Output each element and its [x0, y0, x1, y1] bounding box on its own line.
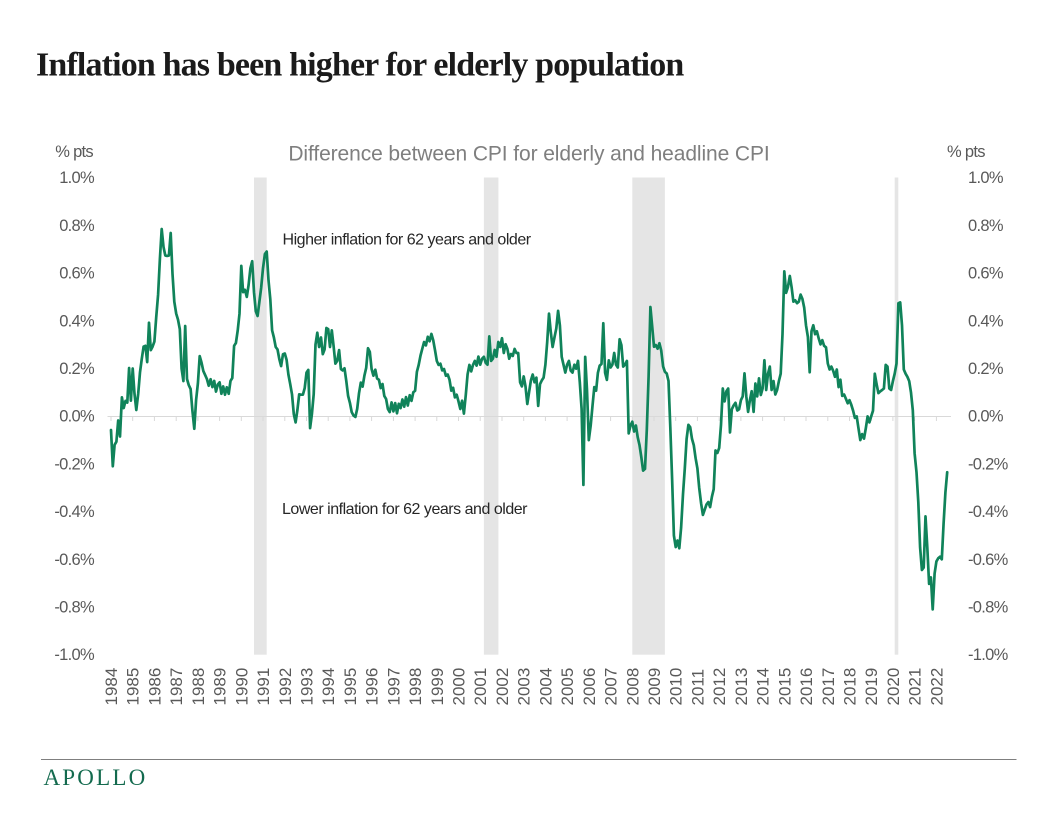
svg-text:0.0%: 0.0% [59, 408, 95, 426]
svg-text:1997: 1997 [384, 668, 403, 706]
svg-text:0.2%: 0.2% [59, 360, 95, 378]
svg-text:-0.4%: -0.4% [968, 503, 1009, 521]
svg-text:2007: 2007 [602, 668, 621, 706]
svg-text:2014: 2014 [754, 668, 773, 706]
svg-text:1988: 1988 [189, 668, 208, 706]
svg-text:1990: 1990 [232, 668, 251, 706]
svg-text:1993: 1993 [298, 668, 317, 706]
svg-text:1996: 1996 [363, 668, 382, 706]
svg-text:2015: 2015 [775, 668, 794, 706]
svg-text:APOLLO: APOLLO [44, 765, 148, 790]
svg-text:1985: 1985 [124, 668, 143, 706]
svg-text:0.6%: 0.6% [968, 265, 1004, 283]
svg-text:2008: 2008 [623, 668, 642, 706]
svg-text:Inflation has been higher for: Inflation has been higher for elderly po… [36, 47, 684, 84]
svg-text:2017: 2017 [819, 668, 838, 706]
svg-text:-0.8%: -0.8% [968, 599, 1009, 617]
svg-text:2000: 2000 [450, 668, 469, 706]
svg-text:0.8%: 0.8% [968, 217, 1004, 235]
svg-text:2001: 2001 [471, 668, 490, 706]
svg-text:0.4%: 0.4% [968, 312, 1004, 330]
svg-text:1998: 1998 [406, 668, 425, 706]
svg-text:0.0%: 0.0% [968, 408, 1004, 426]
svg-text:2006: 2006 [580, 668, 599, 706]
svg-text:-0.6%: -0.6% [968, 551, 1009, 569]
svg-text:1984: 1984 [102, 668, 121, 706]
svg-text:1.0%: 1.0% [968, 169, 1004, 187]
svg-text:2003: 2003 [515, 668, 534, 706]
svg-text:2022: 2022 [927, 668, 946, 706]
svg-text:0.2%: 0.2% [968, 360, 1004, 378]
svg-text:-1.0%: -1.0% [54, 646, 95, 664]
svg-text:-0.2%: -0.2% [968, 455, 1009, 473]
svg-text:2004: 2004 [536, 668, 555, 706]
svg-text:0.4%: 0.4% [59, 312, 95, 330]
svg-text:1986: 1986 [145, 668, 164, 706]
svg-text:Higher inflation for 62 years: Higher inflation for 62 years and older [283, 232, 532, 249]
svg-text:1987: 1987 [167, 668, 186, 706]
svg-text:2010: 2010 [667, 668, 686, 706]
svg-text:1992: 1992 [276, 668, 295, 706]
svg-text:1994: 1994 [319, 668, 338, 706]
svg-text:1995: 1995 [341, 668, 360, 706]
svg-text:Difference between CPI for eld: Difference between CPI for elderly and h… [288, 143, 769, 166]
svg-text:0.8%: 0.8% [59, 217, 95, 235]
svg-text:1999: 1999 [428, 668, 447, 706]
svg-text:2005: 2005 [558, 668, 577, 706]
svg-text:-0.6%: -0.6% [54, 551, 95, 569]
svg-text:-0.8%: -0.8% [54, 599, 95, 617]
svg-text:0.6%: 0.6% [59, 265, 95, 283]
svg-text:2009: 2009 [645, 668, 664, 706]
svg-text:2016: 2016 [797, 668, 816, 706]
svg-text:2012: 2012 [710, 668, 729, 706]
svg-text:2011: 2011 [688, 669, 707, 706]
svg-text:2021: 2021 [906, 668, 925, 706]
svg-text:1991: 1991 [254, 668, 273, 706]
svg-text:2019: 2019 [862, 668, 881, 706]
svg-text:% pts: % pts [947, 143, 985, 161]
svg-text:1989: 1989 [211, 668, 230, 706]
svg-text:% pts: % pts [55, 143, 93, 161]
svg-text:-0.2%: -0.2% [54, 455, 95, 473]
svg-text:-0.4%: -0.4% [54, 503, 95, 521]
svg-text:-1.0%: -1.0% [968, 646, 1009, 664]
svg-text:1.0%: 1.0% [59, 169, 95, 187]
svg-text:2002: 2002 [493, 668, 512, 706]
svg-text:2013: 2013 [732, 668, 751, 706]
svg-text:2020: 2020 [884, 668, 903, 706]
svg-text:2018: 2018 [841, 668, 860, 706]
svg-text:Lower inflation for 62 years a: Lower inflation for 62 years and older [282, 501, 528, 518]
